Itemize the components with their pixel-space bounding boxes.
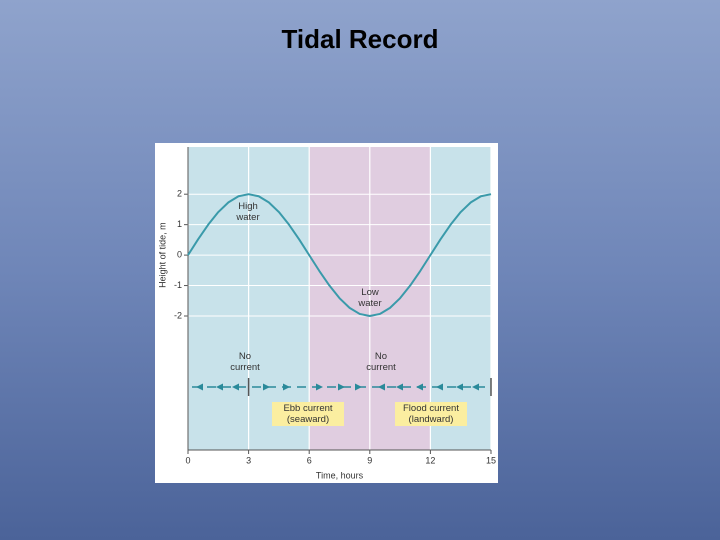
arrow-head [216, 383, 223, 391]
annotation: No current [230, 351, 260, 373]
x-tick-label: 3 [246, 455, 251, 465]
arrow-head [436, 383, 443, 391]
x-tick-label: 0 [185, 455, 190, 465]
y-tick-label: -1 [174, 280, 182, 290]
annotation: No current [366, 351, 396, 373]
arrow-head [378, 383, 385, 391]
arrow-head [416, 383, 423, 391]
annotation: High water [236, 201, 260, 223]
y-tick-label: 1 [177, 219, 182, 229]
x-tick-label: 12 [425, 455, 435, 465]
y-tick-label: -2 [174, 310, 182, 320]
arrow-head [396, 383, 403, 391]
annotation: Ebb current (seaward) [272, 402, 344, 426]
x-axis-label: Time, hours [316, 470, 364, 480]
arrow-head [456, 383, 463, 391]
y-tick-label: 2 [177, 189, 182, 199]
arrow-head [232, 383, 239, 391]
arrow-head [472, 383, 479, 391]
annotation: Low water [358, 287, 382, 309]
y-axis-label: Height of tide, m [157, 222, 167, 288]
slide-title: Tidal Record [281, 24, 439, 54]
arrow-head [338, 383, 345, 391]
arrow-head [196, 383, 203, 391]
y-tick-label: 0 [177, 249, 182, 259]
x-tick-label: 6 [307, 455, 312, 465]
arrow-head [355, 383, 362, 391]
arrow-head [316, 383, 323, 391]
x-tick-label: 9 [367, 455, 372, 465]
arrow-head [283, 383, 290, 391]
tide-curve [187, 193, 492, 318]
x-tick-label: 15 [486, 455, 496, 465]
annotation: Flood current (landward) [395, 402, 467, 426]
arrow-head [263, 383, 270, 391]
